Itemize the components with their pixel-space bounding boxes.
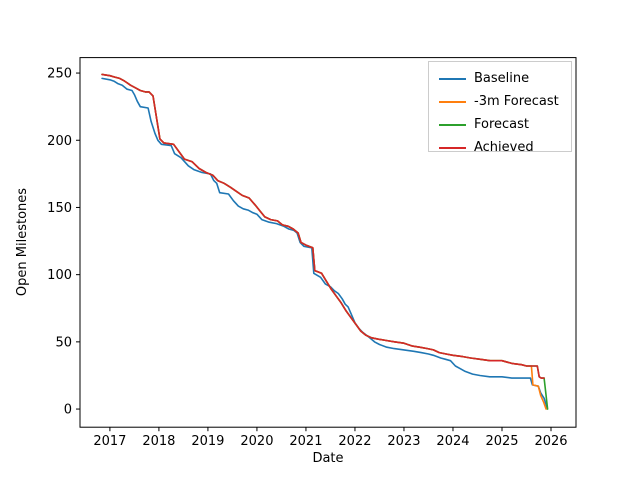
x-tick-label: 2018 (142, 434, 175, 449)
x-tick-label: 2023 (387, 434, 420, 449)
x-axis-label: Date (312, 451, 343, 466)
y-tick-label: 0 (64, 403, 72, 418)
x-tick-label: 2017 (93, 434, 126, 449)
x-tick-label: 2022 (338, 434, 371, 449)
legend-item-achieved: Achieved (439, 136, 571, 159)
x-tick-label: 2024 (436, 434, 469, 449)
legend-label-achieved: Achieved (474, 140, 534, 155)
legend-label-3m-forecast: -3m Forecast (474, 94, 559, 109)
legend-label-baseline: Baseline (474, 71, 530, 86)
legend-item-forecast: Forecast (439, 113, 571, 136)
y-tick-label: 150 (47, 201, 72, 216)
baseline-line-swatch (439, 77, 466, 80)
x-tick-label: 2026 (534, 434, 567, 449)
y-tick-label: 100 (47, 268, 72, 283)
series-line-achieved (101, 73, 545, 379)
x-tick-label: 2025 (485, 434, 518, 449)
legend-item-3m-forecast: -3m Forecast (439, 90, 571, 113)
x-tick-label: 2019 (191, 434, 224, 449)
y-tick-label: 250 (47, 67, 72, 82)
axes-group: 2017 2018 2019 2020 2021 2022 2023 2024 2025 2026… (47, 67, 567, 450)
y-axis-label: Open Milestones (15, 188, 30, 296)
legend: Baseline -3m Forecast Forecast Achieved (428, 61, 572, 155)
series-line-baseline (101, 77, 548, 409)
legend-item-baseline: Baseline (439, 67, 571, 90)
legend-label-forecast: Forecast (474, 117, 530, 132)
y-tick-label: 50 (55, 335, 72, 350)
plot-border (79, 57, 577, 428)
achieved-line-swatch (439, 146, 466, 149)
y-tick-label: 200 (47, 134, 72, 149)
3m-forecast-line-swatch (439, 100, 466, 103)
x-tick-label: 2021 (289, 434, 322, 449)
series-group (101, 73, 549, 410)
forecast-line-swatch (439, 123, 466, 126)
x-tick-label: 2020 (240, 434, 273, 449)
